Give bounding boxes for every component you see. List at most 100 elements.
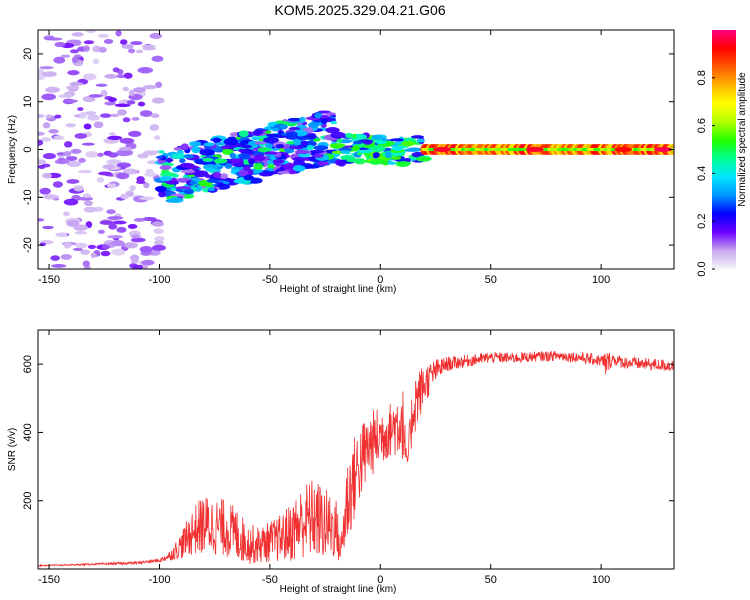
- spectrogram-cell: [152, 244, 166, 251]
- spectrogram-cell: [230, 158, 241, 163]
- spectrogram-cell: [135, 180, 146, 185]
- spectrogram-cell: [154, 240, 164, 246]
- spectrogram-cell: [99, 220, 114, 225]
- spectrogram-cell: [152, 221, 165, 227]
- colorbar-gradient: [712, 30, 736, 269]
- spectrogram-cell: [38, 164, 46, 170]
- spectrogram-cell: [272, 159, 285, 164]
- spectrogram-cell: [93, 121, 104, 129]
- spectrogram-cell: [243, 165, 251, 171]
- spectrogram-cell: [131, 234, 140, 239]
- spectrogram-cell: [38, 131, 45, 136]
- spectrogram-cell: [416, 157, 432, 162]
- spectrogram-cell: [286, 140, 295, 145]
- spectrogram-cell: [63, 150, 72, 157]
- spectrogram-cell: [139, 246, 153, 253]
- snr-ticks: -150 -100 -50 0 50 100 200 400 600: [22, 330, 674, 586]
- colorbar-tick-label: 0.6: [696, 118, 708, 133]
- spectrogram-cell: [223, 138, 239, 146]
- spectrogram-cell: [121, 44, 134, 49]
- spectrogram-cell: [85, 151, 99, 158]
- spectrogram-cell: [139, 110, 153, 117]
- snr-xtick-label: -50: [262, 574, 278, 586]
- spectrogram-ytick-label: 10: [22, 96, 34, 108]
- spectrogram-cell: [108, 132, 116, 136]
- spectrogram-cell: [100, 113, 112, 118]
- spectrogram-cell: [42, 122, 51, 129]
- spectrogram-cell: [119, 137, 135, 144]
- spectrogram-cell: [120, 39, 128, 45]
- spectrogram-cell: [264, 130, 272, 134]
- spectrogram-cell: [263, 136, 280, 144]
- spectrogram-heatmap: [38, 30, 674, 269]
- spectrogram-cell: [38, 139, 44, 146]
- spectrogram-cell: [212, 137, 221, 144]
- spectrogram-cell: [270, 127, 280, 132]
- spectrogram-cell: [82, 193, 92, 198]
- spectrogram-cell: [100, 250, 111, 257]
- spectrogram-cell: [87, 244, 97, 250]
- spectrogram-cell: [73, 185, 84, 192]
- spectrogram-cell: [95, 83, 108, 87]
- spectrogram-cell: [252, 130, 262, 136]
- spectrogram-cell: [104, 101, 116, 106]
- spectrogram-cell: [314, 113, 322, 119]
- spectrogram-cell: [135, 49, 144, 54]
- spectrogram-cell: [107, 135, 123, 141]
- spectrogram-cell: [72, 247, 83, 251]
- spectrogram-cell: [202, 157, 214, 162]
- spectrogram-xtick-label: -50: [262, 274, 278, 286]
- spectrogram-cell: [195, 184, 203, 192]
- spectrogram-cell: [39, 187, 51, 195]
- spectrogram-cell: [307, 122, 319, 128]
- spectrogram-cell: [277, 170, 290, 175]
- spectrogram-cell: [103, 38, 114, 44]
- spectrogram-cell: [51, 264, 67, 268]
- spectrogram-cell: [116, 149, 131, 157]
- spectrogram-cell: [83, 40, 95, 45]
- spectrogram-cell: [54, 114, 62, 119]
- spectrogram-cell: [214, 142, 227, 146]
- spectrogram-cell: [189, 180, 197, 185]
- spectrogram-cell: [238, 153, 251, 160]
- spectrogram-cell: [395, 161, 411, 166]
- spectrogram-cell: [266, 133, 279, 138]
- spectrogram-cell: [254, 154, 266, 162]
- spectrogram-cell: [330, 120, 338, 125]
- spectrogram-cell: [151, 97, 165, 104]
- spectrogram-cell: [139, 196, 155, 201]
- spectrogram-cell: [313, 145, 329, 151]
- spectrogram-cell: [313, 153, 324, 158]
- spectrogram-cell: [357, 149, 373, 154]
- spectrogram-cell: [38, 113, 45, 119]
- snr-xtick-label: 50: [485, 574, 497, 586]
- spectrogram-cell: [112, 220, 127, 225]
- spectrogram-cell: [108, 152, 119, 158]
- spectrogram-cell: [275, 143, 285, 149]
- spectrogram-cell: [133, 264, 144, 269]
- spectrogram-cell: [66, 179, 80, 184]
- spectrogram-cell: [143, 182, 150, 189]
- spectrogram-cell: [97, 229, 105, 234]
- spectrogram-cell: [289, 145, 304, 150]
- spectrogram-cell: [336, 138, 343, 143]
- spectrogram-cell: [153, 228, 165, 234]
- spectrogram-cell: [52, 181, 63, 188]
- spectrogram-cell: [54, 159, 70, 165]
- spectrogram-cell: [130, 237, 146, 243]
- spectrogram-cell: [78, 157, 86, 163]
- spectrogram-cell: [122, 168, 138, 175]
- spectrogram-cell: [205, 168, 216, 172]
- spectrogram-ylabel: Frequency (Hz): [7, 115, 18, 184]
- snr-ytick-label: 600: [22, 355, 34, 373]
- spectrogram-cell: [63, 211, 70, 217]
- spectrogram-cell: [111, 248, 126, 256]
- spectrogram-cell: [352, 145, 360, 151]
- spectrogram-cell: [130, 256, 139, 264]
- spectrogram-cell: [65, 85, 80, 90]
- spectrogram-cell: [81, 142, 95, 146]
- spectrogram-xlabel: Height of straight line (km): [280, 284, 397, 295]
- spectrogram-cell: [67, 70, 80, 76]
- spectrogram-cell: [292, 138, 304, 146]
